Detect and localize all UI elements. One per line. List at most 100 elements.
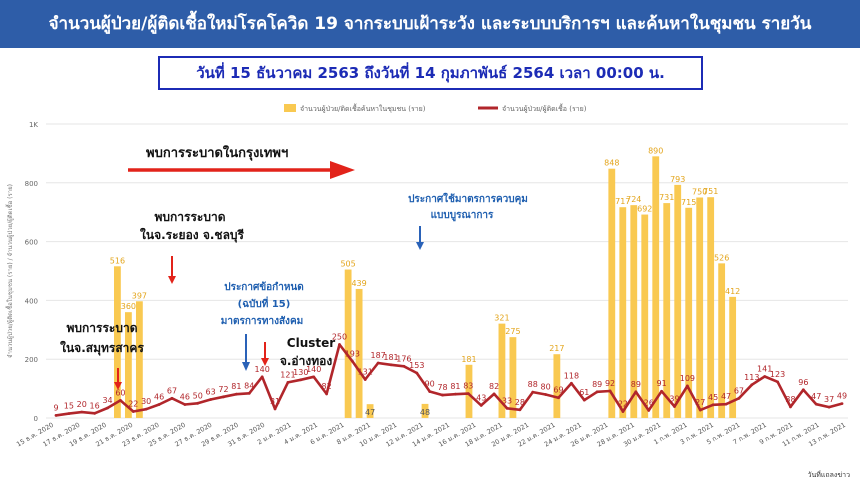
line-point xyxy=(776,380,779,384)
line-label: 187 xyxy=(370,351,385,360)
line-label: 82 xyxy=(321,382,331,391)
bar xyxy=(674,184,682,418)
line-point xyxy=(814,402,818,406)
bar-label: 505 xyxy=(340,260,355,269)
annotation-bangkok: พบการระบาดในกรุงเทพฯ xyxy=(146,144,288,161)
line-point xyxy=(621,410,625,413)
x-axis-title: วันที่แถลงข่าว xyxy=(808,470,851,479)
line-point xyxy=(209,398,213,401)
bar xyxy=(641,214,649,418)
line-label: 22 xyxy=(128,400,138,409)
line-label: 31 xyxy=(270,397,280,406)
line-point xyxy=(299,378,303,382)
annotation-rayong-line1: พบการระบาด xyxy=(154,210,225,224)
line-label: 89 xyxy=(631,380,641,389)
line-label: 16 xyxy=(90,401,100,410)
line-label: 37 xyxy=(824,395,834,404)
line-point xyxy=(80,410,84,414)
bar-label: 717 xyxy=(615,197,630,206)
line-label: 130 xyxy=(293,368,308,377)
line-label: 47 xyxy=(811,392,821,401)
line-point xyxy=(531,390,535,394)
subtitle-box xyxy=(158,56,703,90)
bar-label: 360 xyxy=(121,302,136,311)
line-point xyxy=(505,406,509,410)
line-point xyxy=(350,359,354,363)
bar-label: 217 xyxy=(549,344,564,353)
line-label: 140 xyxy=(255,365,270,374)
bar xyxy=(696,197,704,418)
line-label: 61 xyxy=(579,388,589,397)
line-point xyxy=(144,407,148,411)
line-point xyxy=(402,364,406,368)
annotation-rayong-line2: ในจ.ระยอง จ.ชลบุรี xyxy=(140,227,245,243)
line-label: 81 xyxy=(231,382,241,391)
bar-label: 275 xyxy=(505,327,520,336)
line-point xyxy=(518,408,522,412)
line-point xyxy=(363,378,367,381)
line-label: 67 xyxy=(734,386,744,395)
line-point xyxy=(273,407,277,411)
line-point xyxy=(286,381,290,384)
line-point xyxy=(557,396,560,400)
annotation-decree-line2: (ฉบับที่ 15) xyxy=(238,296,291,310)
line-point xyxy=(93,411,97,415)
line-label: 153 xyxy=(409,361,424,370)
annotation-samut-line2: ในจ.สมุทรสาคร xyxy=(60,340,144,356)
line-label: 181 xyxy=(383,353,398,362)
line-label: 96 xyxy=(798,378,808,387)
bar-label: 181 xyxy=(461,355,476,364)
line-point xyxy=(801,388,805,392)
line-point xyxy=(544,393,548,396)
line-label: 250 xyxy=(332,333,347,342)
line-label: 43 xyxy=(476,393,486,402)
line-point xyxy=(763,375,767,378)
line-label: 89 xyxy=(592,380,602,389)
line-label: 27 xyxy=(695,398,705,407)
line-point xyxy=(827,405,831,409)
arrow-samut-head xyxy=(114,382,122,390)
line-label: 131 xyxy=(358,367,373,376)
bar-label: 731 xyxy=(659,193,674,202)
bar-label: 48 xyxy=(420,408,430,417)
line-label: 38 xyxy=(785,395,795,404)
bar xyxy=(366,404,374,418)
line-label: 123 xyxy=(770,370,785,379)
line-label: 46 xyxy=(154,392,164,401)
line-label: 26 xyxy=(644,398,654,407)
line-point xyxy=(312,375,316,379)
line-point xyxy=(247,391,251,395)
y-tick-label: 200 xyxy=(25,356,38,364)
bar-label: 412 xyxy=(725,287,740,296)
line-label: 20 xyxy=(77,400,87,409)
bar xyxy=(663,203,671,418)
line-point xyxy=(428,390,432,393)
line-label: 109 xyxy=(680,374,695,383)
legend-line-label: จำนวนผู้ป่วย/ผู้ติดเชื้อ (ราย) xyxy=(502,102,587,113)
line-label: 78 xyxy=(437,383,447,392)
line-label: 60 xyxy=(115,388,125,397)
bar-label: 793 xyxy=(670,175,685,184)
line-point xyxy=(750,383,754,387)
line-point xyxy=(170,396,174,400)
bar-label: 848 xyxy=(604,159,619,168)
line-point xyxy=(389,363,393,367)
line-label: 39 xyxy=(669,395,679,404)
bar-label: 526 xyxy=(714,253,729,262)
line-point xyxy=(466,392,470,395)
line-point xyxy=(183,403,187,406)
bar xyxy=(344,269,352,418)
y-axis-title: จำนวนผู้ป่วย/ผู้ติดเชื้อในชุมชน (ราย) / … xyxy=(4,184,14,358)
line-point xyxy=(570,381,573,385)
line-point xyxy=(234,392,238,396)
y-tick-label: 0 xyxy=(34,415,38,423)
line-label: 30 xyxy=(141,397,151,406)
date-range-subtitle: วันที่ 15 ธันวาคม 2563 ถึงวันที่ 14 กุมภ… xyxy=(196,64,665,82)
bar-label: 47 xyxy=(365,408,375,417)
line-label: 91 xyxy=(657,379,667,388)
bar xyxy=(509,337,517,418)
line-label: 47 xyxy=(721,392,731,401)
bar-label: 516 xyxy=(110,256,125,265)
line-label: 81 xyxy=(450,382,460,391)
